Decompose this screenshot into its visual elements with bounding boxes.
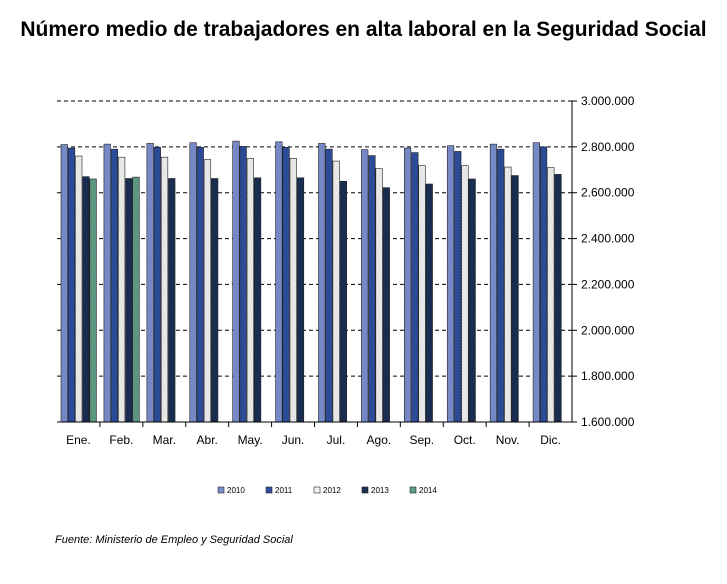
bar-hatch (490, 144, 497, 422)
grid-lines (57, 100, 572, 377)
bar-hatch (554, 174, 562, 422)
bar-hatch (340, 181, 347, 422)
y-tick-label: 2.200.000 (581, 277, 635, 291)
bar-hatch (425, 184, 433, 422)
y-tick-label: 3.000.000 (581, 94, 635, 108)
bar-hatch (204, 159, 211, 423)
bar-hatch (232, 141, 240, 422)
legend-swatch-2010 (217, 486, 225, 494)
bar-hatch (289, 158, 297, 423)
bar-hatch (254, 177, 261, 422)
bars (60, 140, 562, 423)
bar-hatch (118, 157, 125, 423)
bar-hatch (404, 148, 411, 422)
bar-hatch (239, 146, 247, 423)
bar-hatch (547, 167, 555, 422)
bar-hatch (89, 178, 97, 422)
bar-hatch (332, 161, 340, 422)
legend-label-2014: 2014 (419, 486, 437, 495)
bar-hatch (275, 141, 283, 422)
bar-hatch (168, 178, 176, 422)
legend-swatch-2012 (313, 486, 321, 494)
x-tick-label: Jul. (327, 433, 346, 447)
legend: 2010 2011 2012 2013 2014 (217, 486, 437, 495)
bar-hatch (361, 149, 369, 422)
bar-hatch (146, 143, 154, 423)
bar-hatch (454, 151, 462, 422)
x-tick-label: Dic. (540, 433, 561, 447)
bar-hatch (447, 145, 454, 423)
y-tick-label: 1.600.000 (581, 415, 635, 429)
bar-hatch (318, 143, 326, 423)
bar-hatch (247, 158, 254, 423)
bar-hatch (282, 147, 290, 422)
bar-hatch (61, 144, 68, 423)
y-tick-label: 2.000.000 (581, 323, 635, 337)
y-tick-label: 2.800.000 (581, 140, 635, 154)
legend-swatch-2013 (361, 486, 369, 494)
x-tick-label: Feb. (109, 433, 133, 447)
legend-swatch-2014 (409, 486, 417, 494)
bar-hatch (375, 168, 383, 422)
bar-hatch (368, 155, 376, 422)
y-tick-label: 1.800.000 (581, 369, 635, 383)
bar-hatch (161, 157, 168, 423)
legend-label-2012: 2012 (323, 486, 341, 495)
bar-hatch (533, 142, 540, 423)
y-tick-label: 2.600.000 (581, 186, 635, 200)
bar-hatch (111, 149, 118, 422)
bar-hatch (82, 176, 90, 422)
bar-hatch (411, 152, 419, 422)
x-tick-label: Ene. (66, 433, 91, 447)
bar-hatch (540, 146, 547, 422)
x-tick-label: Oct. (454, 433, 476, 447)
legend-label-2011: 2011 (275, 486, 293, 495)
bar-hatch (511, 175, 519, 422)
bar-hatch (461, 165, 469, 422)
x-tick-label: Sep. (409, 433, 434, 447)
y-tick-label: 2.400.000 (581, 232, 635, 246)
x-tick-label: Nov. (496, 433, 520, 447)
bar-hatch (383, 187, 390, 422)
bar-hatch (103, 144, 111, 422)
x-tick-label: Jun. (282, 433, 305, 447)
bar-hatch (189, 142, 197, 423)
bar-hatch (418, 165, 426, 422)
legend-swatch-2011 (265, 486, 273, 494)
legend-label-2013: 2013 (371, 486, 389, 495)
bar-hatch (504, 167, 512, 422)
bar-hatch (468, 178, 476, 422)
chart-title: Número medio de trabajadores en alta lab… (20, 18, 707, 41)
bar-hatch (125, 178, 133, 422)
bar-hatch (497, 149, 504, 422)
bar-hatch (297, 177, 304, 422)
x-tick-label: Ago. (367, 433, 392, 447)
bar-hatch (211, 178, 218, 422)
x-tick-label: May. (238, 433, 263, 447)
legend-label-2010: 2010 (227, 486, 245, 495)
x-tick-label: Mar. (153, 433, 176, 447)
bar-hatch (154, 147, 161, 422)
bar-hatch (68, 148, 75, 422)
source-note: Fuente: Ministerio de Empleo y Seguridad… (55, 534, 293, 546)
axes: 1.600.000 1.800.000 2.000.000 2.200.000 2.40… (57, 94, 635, 447)
bar-hatch (132, 177, 140, 422)
x-tick-label: Abr. (197, 433, 218, 447)
bar-hatch (75, 156, 82, 422)
bar-hatch (325, 149, 333, 422)
bar-hatch (196, 147, 204, 422)
